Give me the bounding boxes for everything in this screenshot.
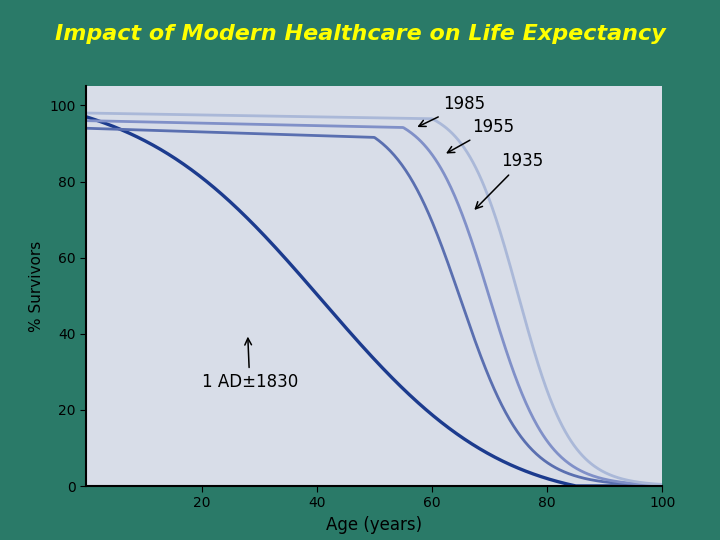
Y-axis label: % Survivors: % Survivors xyxy=(29,241,44,332)
Text: Impact of Modern Healthcare on Life Expectancy: Impact of Modern Healthcare on Life Expe… xyxy=(55,24,665,44)
Text: 1955: 1955 xyxy=(447,118,515,153)
Text: 1985: 1985 xyxy=(419,95,486,126)
X-axis label: Age (years): Age (years) xyxy=(326,516,423,534)
Text: 1 AD±1830: 1 AD±1830 xyxy=(202,338,298,391)
Text: 1935: 1935 xyxy=(475,152,544,209)
